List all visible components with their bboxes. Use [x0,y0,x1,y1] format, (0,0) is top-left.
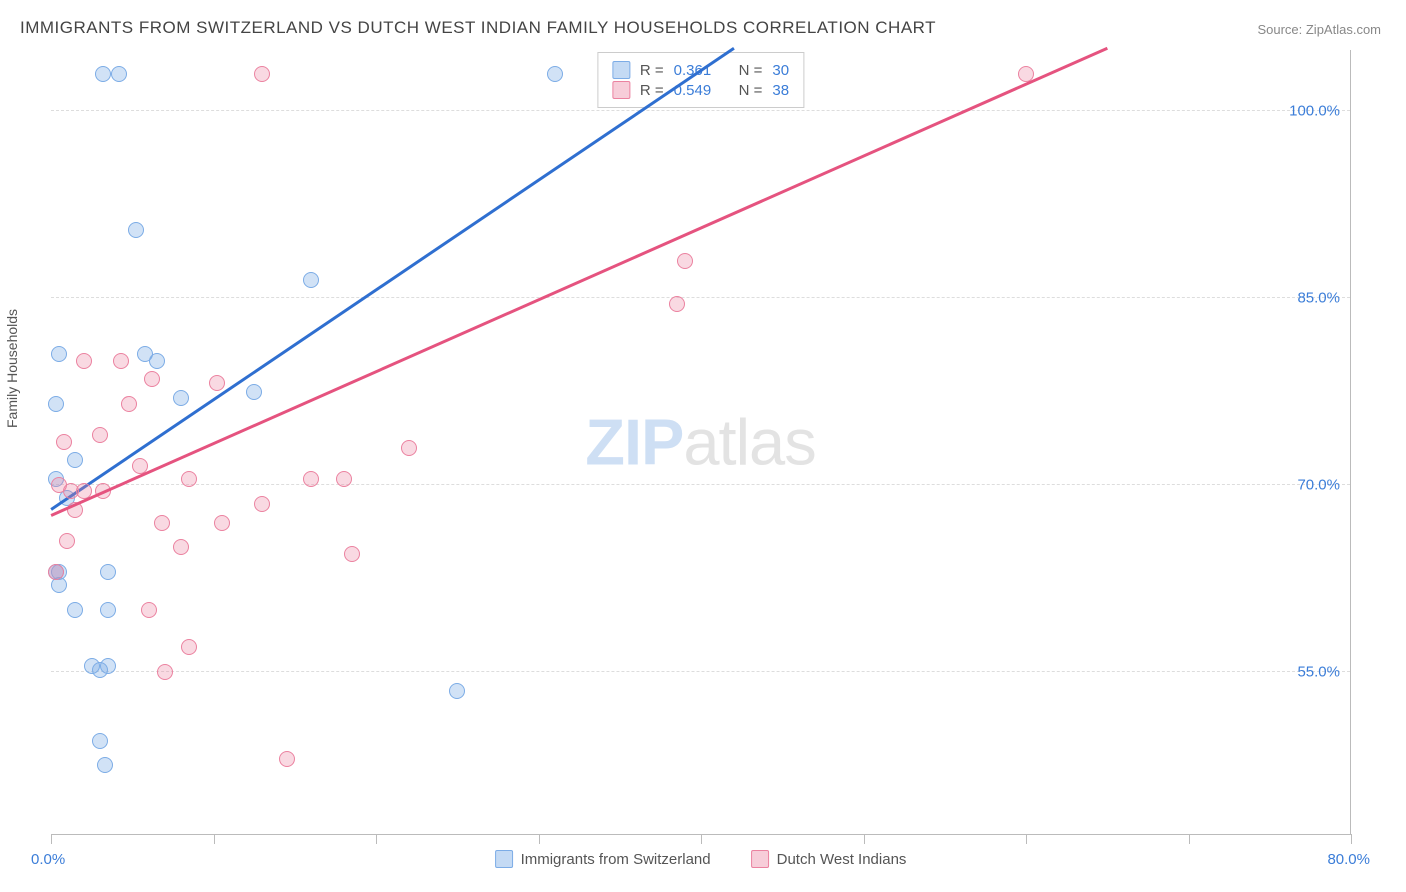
gridline [51,297,1350,298]
legend-swatch-b-icon [612,81,630,99]
legend-stats-row-b: R = 0.549 N = 38 [612,81,789,99]
y-tick-label: 70.0% [1297,477,1340,494]
legend-label-b: Dutch West Indians [777,851,907,868]
scatter-point [669,296,685,312]
x-tick [1189,834,1190,844]
x-tick [376,834,377,844]
gridline [51,110,1350,111]
scatter-point [303,471,319,487]
legend-label-a: Immigrants from Switzerland [521,851,711,868]
x-tick [214,834,215,844]
scatter-point [113,353,129,369]
scatter-point [254,66,270,82]
scatter-point [154,515,170,531]
gridline [51,671,1350,672]
scatter-point [181,639,197,655]
x-tick [701,834,702,844]
trend-line [50,47,1107,517]
n-label: N = [739,62,763,79]
scatter-point [100,564,116,580]
scatter-point [121,396,137,412]
scatter-point [59,533,75,549]
scatter-point [67,452,83,468]
trend-line [50,47,734,510]
scatter-point [209,375,225,391]
legend-swatch-a-icon [612,61,630,79]
n-value-a: 30 [772,62,789,79]
legend-item-b: Dutch West Indians [751,850,907,868]
y-tick-label: 85.0% [1297,290,1340,307]
x-tick [51,834,52,844]
scatter-point [279,751,295,767]
scatter-point [111,66,127,82]
y-tick-label: 55.0% [1297,664,1340,681]
scatter-point [149,353,165,369]
r-label: R = [640,62,664,79]
scatter-point [336,471,352,487]
x-tick [864,834,865,844]
x-tick [1351,834,1352,844]
scatter-point [254,496,270,512]
scatter-point [677,253,693,269]
n-value-b: 38 [772,82,789,99]
scatter-point [246,384,262,400]
legend-item-a: Immigrants from Switzerland [495,850,711,868]
scatter-point [48,396,64,412]
legend-swatch-b-icon [751,850,769,868]
chart-source: Source: ZipAtlas.com [1257,22,1381,37]
scatter-point [547,66,563,82]
scatter-point [303,272,319,288]
x-tick [1026,834,1027,844]
x-axis-max-label: 80.0% [1327,851,1370,868]
scatter-point [97,757,113,773]
scatter-point [144,371,160,387]
scatter-point [92,427,108,443]
scatter-point [181,471,197,487]
scatter-point [95,66,111,82]
legend-stats-box: R = 0.361 N = 30 R = 0.549 N = 38 [597,52,804,108]
legend-swatch-a-icon [495,850,513,868]
scatter-point [92,733,108,749]
scatter-point [48,564,64,580]
scatter-point [173,390,189,406]
scatter-point [51,346,67,362]
chart-title: IMMIGRANTS FROM SWITZERLAND VS DUTCH WES… [20,18,936,38]
y-axis-label: Family Households [4,309,20,428]
scatter-point [214,515,230,531]
y-tick-label: 100.0% [1289,103,1340,120]
scatter-point [76,353,92,369]
scatter-point [100,602,116,618]
plot-area: ZIPatlas R = 0.361 N = 30 R = 0.549 N = … [51,50,1351,835]
scatter-point [141,602,157,618]
scatter-point [344,546,360,562]
x-axis-min-label: 0.0% [31,851,65,868]
scatter-point [100,658,116,674]
legend-bottom: Immigrants from Switzerland Dutch West I… [495,850,907,868]
scatter-point [401,440,417,456]
watermark: ZIPatlas [585,405,815,480]
scatter-point [157,664,173,680]
watermark-atlas: atlas [683,406,815,479]
watermark-zip: ZIP [585,406,683,479]
scatter-point [449,683,465,699]
scatter-point [128,222,144,238]
gridline [51,484,1350,485]
n-label: N = [739,82,763,99]
scatter-point [173,539,189,555]
scatter-point [67,602,83,618]
scatter-point [56,434,72,450]
x-tick [539,834,540,844]
